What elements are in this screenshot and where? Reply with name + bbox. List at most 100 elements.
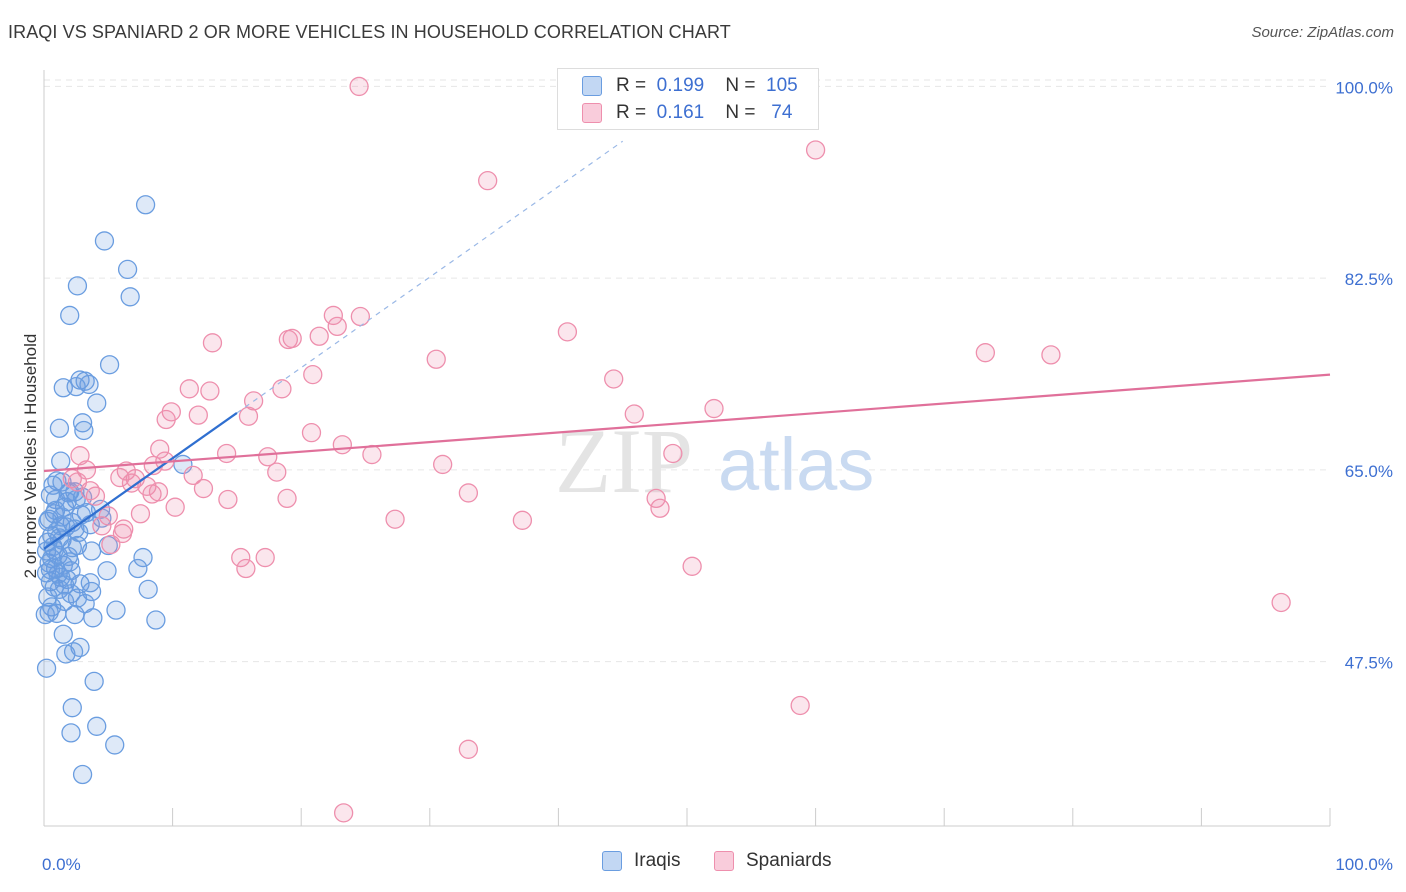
iraqis-trend-line (43, 412, 238, 550)
iraqis-r-value: 0.199 (656, 75, 705, 96)
spaniards-point (238, 406, 259, 426)
spaniards-point (231, 547, 251, 568)
iraqis-n-label: N = (725, 75, 756, 96)
iraqis-point (43, 475, 63, 495)
spaniards-r-label: R = (616, 102, 647, 123)
spaniards-point (202, 333, 223, 353)
spaniards-point (646, 488, 666, 509)
iraqis-point (49, 418, 70, 438)
iraqis-swatch (582, 76, 602, 96)
stats-row-iraqis: R = 0.199 N = 105 (582, 75, 798, 97)
spaniards-point (278, 329, 298, 350)
spaniards-point (101, 534, 121, 555)
legend-item-iraqis[interactable]: Iraqis (602, 850, 680, 872)
spaniards-point (704, 398, 724, 419)
spaniards-r-value: 0.161 (656, 102, 705, 123)
bottom-legend: Iraqis Spaniards (0, 850, 1406, 880)
iraqis-point (67, 276, 88, 296)
spaniards-point (975, 343, 996, 363)
spaniards-point (165, 497, 185, 517)
iraqis-point (72, 413, 93, 433)
spaniards-point (1041, 345, 1061, 365)
trend-layer (43, 140, 1331, 550)
legend-spaniards-label: Spaniards (746, 850, 832, 871)
iraqis-point (52, 507, 72, 527)
iraqis-point (40, 559, 61, 580)
iraqis-point (87, 716, 107, 736)
spaniards-point (70, 446, 90, 466)
y-tick-label: 47.5% (1345, 654, 1393, 673)
iraqis-point (62, 698, 82, 718)
y-axis-label: 2 or more Vehicles in Household (21, 334, 40, 579)
spaniards-point (458, 483, 479, 503)
watermark: ZIP atlas (555, 410, 874, 512)
x-tick-label: 100.0% (1335, 855, 1393, 874)
watermark-atlas: atlas (718, 423, 874, 506)
iraqis-point (81, 541, 102, 561)
iraqis-point (66, 376, 86, 397)
spaniards-point (236, 558, 256, 579)
iraqis-point (146, 610, 166, 630)
spaniards-point (682, 556, 702, 576)
spaniards-point (156, 409, 176, 430)
spaniards-n-value: 74 (766, 102, 793, 123)
spaniards-point (193, 478, 214, 499)
iraqis-point (128, 558, 148, 579)
iraqis-point (83, 608, 103, 628)
spaniards-point (349, 76, 369, 97)
spaniards-point (1271, 592, 1291, 613)
iraqis-point (81, 581, 102, 602)
iraqis-point (105, 735, 125, 755)
iraqis-point (133, 547, 153, 568)
spaniards-point (255, 547, 275, 568)
spaniards-point (332, 435, 353, 455)
iraqis-point (67, 588, 88, 608)
iraqis-point (63, 642, 84, 662)
y-tick-label: 65.0% (1345, 462, 1393, 481)
spaniards-point (272, 379, 292, 399)
spaniards-point (121, 473, 142, 493)
spaniards-point (350, 306, 371, 327)
stats-row-spaniards: R = 0.161 N = 74 (582, 102, 792, 124)
spaniards-point (277, 488, 297, 509)
iraqis-point (36, 658, 57, 678)
spaniards-swatch (582, 103, 602, 123)
iraqis-point (44, 540, 64, 560)
spaniards-point (218, 489, 238, 510)
iraqis-point (138, 579, 158, 599)
iraqis-point (99, 355, 120, 375)
axis-layer: 47.5% 65.0% 82.5% 100.0% 0.0% 100.0% (42, 70, 1393, 874)
spaniards-point (650, 498, 670, 518)
legend-iraqis-label: Iraqis (634, 850, 681, 871)
iraqis-point (84, 671, 104, 692)
spaniards-point (183, 465, 203, 486)
spaniards-point (301, 423, 322, 443)
legend-item-spaniards[interactable]: Spaniards (714, 850, 832, 872)
chart-title: IRAQI VS SPANIARD 2 OR MORE VEHICLES IN … (8, 22, 731, 42)
iraqis-r-label: R = (616, 75, 647, 96)
spaniards-point (458, 739, 479, 759)
legend-iraqis-swatch (602, 851, 622, 871)
spaniards-n-label: N = (725, 102, 756, 123)
spaniards-point (557, 322, 578, 342)
spaniards-point (188, 405, 208, 425)
iraqis-n-value: 105 (766, 75, 798, 96)
iraqis-point (120, 287, 140, 307)
y-tick-label: 82.5% (1345, 270, 1393, 289)
x-tick-label: 0.0% (42, 855, 81, 874)
iraqis-point (94, 231, 115, 251)
iraqis-point (60, 552, 80, 572)
stats-legend-box: R = 0.199 N = 105 R = 0.161 N = 74 (557, 68, 819, 130)
iraqis-point (106, 600, 126, 620)
spaniards-point (805, 140, 826, 160)
iraqis-point (61, 723, 81, 743)
spaniards-point (512, 510, 533, 530)
legend-spaniards-swatch (714, 851, 734, 871)
spaniards-point (98, 506, 118, 526)
iraqis-point (135, 195, 156, 215)
spaniards-point (426, 349, 446, 369)
iraqis-point (54, 575, 75, 595)
spaniards-point (216, 443, 237, 464)
spaniards-point (303, 364, 323, 385)
